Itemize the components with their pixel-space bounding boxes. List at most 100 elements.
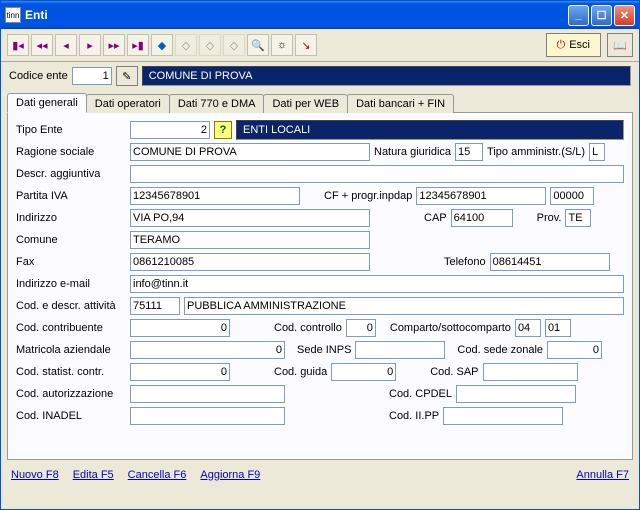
- exit-icon: ⏻: [557, 39, 566, 52]
- cfprogr2-input[interactable]: [550, 187, 594, 205]
- cod-att-input[interactable]: [130, 297, 180, 315]
- annulla-button[interactable]: Annulla F7: [574, 466, 631, 484]
- piva-label: Partita IVA: [16, 190, 126, 202]
- ente-description: COMUNE DI PROVA: [142, 66, 631, 86]
- cod-sap-label: Cod. SAP: [430, 366, 478, 378]
- cod-contr-input[interactable]: [130, 319, 230, 337]
- descr-agg-input[interactable]: [130, 165, 624, 183]
- tipo-ente-input[interactable]: [130, 121, 210, 139]
- tel-label: Telefono: [444, 256, 486, 268]
- maximize-button[interactable]: ☐: [591, 5, 612, 26]
- tabs: Dati generali Dati operatori Dati 770 e …: [1, 90, 639, 112]
- app-icon: tinn: [5, 7, 21, 23]
- tool-2-icon: ◇: [199, 34, 221, 56]
- cod-guida-label: Cod. guida: [274, 366, 327, 378]
- tab-dati-web[interactable]: Dati per WEB: [263, 94, 348, 113]
- cod-iipp-label: Cod. II.PP: [389, 410, 439, 422]
- exit-button[interactable]: ⏻ Esci: [546, 33, 601, 57]
- edita-button[interactable]: Edita F5: [71, 466, 116, 484]
- brush-icon[interactable]: ↘: [295, 34, 317, 56]
- book-icon: 📖: [613, 39, 627, 52]
- comune-label: Comune: [16, 234, 126, 246]
- titlebar: tinn Enti _ ☐ ✕: [1, 1, 639, 29]
- cap-input[interactable]: [451, 209, 513, 227]
- codice-ente-label: Codice ente: [9, 70, 68, 82]
- descr-agg-label: Descr. aggiuntiva: [16, 168, 126, 180]
- search-icon[interactable]: 🔍: [247, 34, 269, 56]
- cod-inadel-input[interactable]: [130, 407, 285, 425]
- lookup-button[interactable]: ✎: [116, 66, 138, 86]
- prev-page-icon[interactable]: ◂◂: [31, 34, 53, 56]
- tipo-amm-label: Tipo amministr.(S/L): [487, 146, 585, 158]
- comparto2-input[interactable]: [545, 319, 571, 337]
- minimize-button[interactable]: _: [568, 5, 589, 26]
- comune-input[interactable]: [130, 231, 370, 249]
- cod-guida-input[interactable]: [331, 363, 396, 381]
- cod-sap-input[interactable]: [483, 363, 578, 381]
- filter-icon[interactable]: ☼: [271, 34, 293, 56]
- close-button[interactable]: ✕: [614, 5, 635, 26]
- cap-label: CAP: [424, 212, 447, 224]
- sede-inps-label: Sede INPS: [297, 344, 351, 356]
- indirizzo-input[interactable]: [130, 209, 370, 227]
- toolbar: ▮◂ ◂◂ ◂ ▸ ▸▸ ▸▮ ◆ ◇ ◇ ◇ 🔍 ☼ ↘ ⏻ Esci 📖: [1, 29, 639, 62]
- cod-sede-zon-input[interactable]: [547, 341, 602, 359]
- cod-controllo-label: Cod. controllo: [274, 322, 342, 334]
- tab-panel: Tipo Ente ? ENTI LOCALI Ragione sociale …: [7, 112, 633, 460]
- tipo-ente-label: Tipo Ente: [16, 124, 126, 136]
- window-title: Enti: [25, 8, 566, 22]
- cod-stat-input[interactable]: [130, 363, 230, 381]
- fax-input[interactable]: [130, 253, 370, 271]
- piva-input[interactable]: [130, 187, 300, 205]
- app-window: tinn Enti _ ☐ ✕ ▮◂ ◂◂ ◂ ▸ ▸▸ ▸▮ ◆ ◇ ◇ ◇ …: [0, 0, 640, 510]
- tool-3-icon: ◇: [223, 34, 245, 56]
- cod-cpdel-label: Cod. CPDEL: [389, 388, 452, 400]
- prov-label: Prov.: [537, 212, 562, 224]
- indirizzo-label: Indirizzo: [16, 212, 126, 224]
- next-record-icon[interactable]: ▸: [79, 34, 101, 56]
- ragione-label: Ragione sociale: [16, 146, 126, 158]
- tab-dati-generali[interactable]: Dati generali: [7, 93, 87, 113]
- help-button[interactable]: 📖: [607, 33, 633, 57]
- cod-att-desc-input[interactable]: [184, 297, 624, 315]
- tipo-amm-input[interactable]: [589, 143, 605, 161]
- natura-input[interactable]: [455, 143, 483, 161]
- email-label: Indirizzo e-mail: [16, 278, 126, 290]
- natura-label: Natura giuridica: [374, 146, 451, 158]
- cod-controllo-input[interactable]: [346, 319, 376, 337]
- cod-autor-label: Cod. autorizzazione: [16, 388, 126, 400]
- cancella-button[interactable]: Cancella F6: [126, 466, 189, 484]
- cod-contr-label: Cod. contribuente: [16, 322, 126, 334]
- sede-inps-input[interactable]: [355, 341, 445, 359]
- cod-iipp-input[interactable]: [443, 407, 563, 425]
- prov-input[interactable]: [565, 209, 591, 227]
- cod-autor-input[interactable]: [130, 385, 285, 403]
- cod-att-label: Cod. e descr. attività: [16, 300, 126, 312]
- last-record-icon[interactable]: ▸▮: [127, 34, 149, 56]
- matricola-input[interactable]: [130, 341, 285, 359]
- first-record-icon[interactable]: ▮◂: [7, 34, 29, 56]
- aggiorna-button[interactable]: Aggiorna F9: [198, 466, 262, 484]
- next-page-icon[interactable]: ▸▸: [103, 34, 125, 56]
- cod-stat-label: Cod. statist. contr.: [16, 366, 126, 378]
- eraser-icon[interactable]: ◆: [151, 34, 173, 56]
- cfprogr-input[interactable]: [416, 187, 546, 205]
- footer: Nuovo F8 Edita F5 Cancella F6 Aggiorna F…: [1, 460, 639, 490]
- ragione-input[interactable]: [130, 143, 370, 161]
- tipo-ente-help-button[interactable]: ?: [214, 121, 232, 139]
- tab-dati-770[interactable]: Dati 770 e DMA: [169, 94, 265, 113]
- cod-inadel-label: Cod. INADEL: [16, 410, 126, 422]
- comparto-label: Comparto/sottocomparto: [390, 322, 511, 334]
- cod-cpdel-input[interactable]: [456, 385, 576, 403]
- tel-input[interactable]: [490, 253, 610, 271]
- tab-dati-operatori[interactable]: Dati operatori: [86, 94, 170, 113]
- tool-1-icon: ◇: [175, 34, 197, 56]
- prev-record-icon[interactable]: ◂: [55, 34, 77, 56]
- nuovo-button[interactable]: Nuovo F8: [9, 466, 61, 484]
- email-input[interactable]: [130, 275, 624, 293]
- tab-dati-bancari[interactable]: Dati bancari + FIN: [347, 94, 454, 113]
- codice-ente-input[interactable]: [72, 67, 112, 85]
- fax-label: Fax: [16, 256, 126, 268]
- comparto1-input[interactable]: [515, 319, 541, 337]
- matricola-label: Matricola aziendale: [16, 344, 126, 356]
